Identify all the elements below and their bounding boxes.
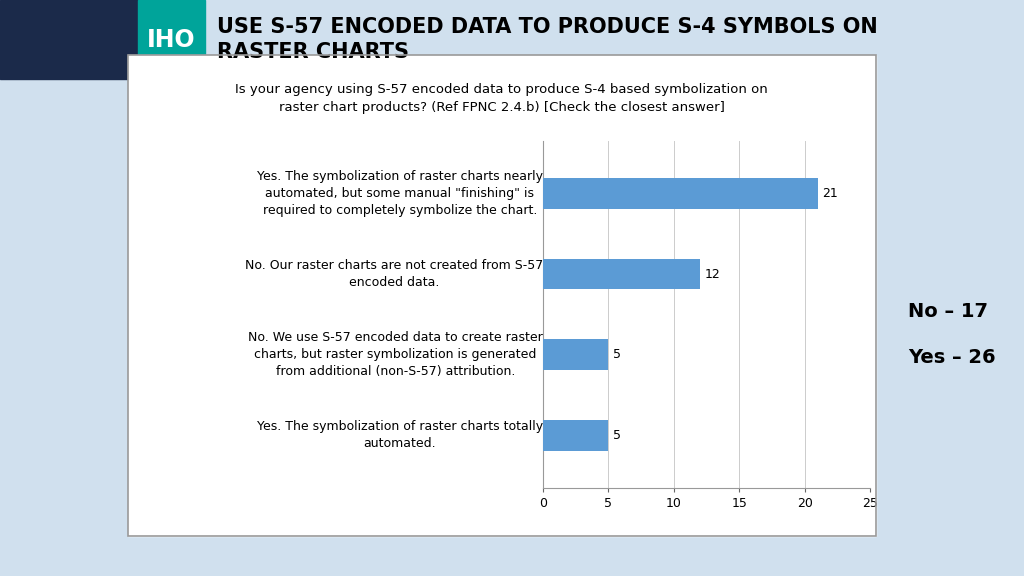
Text: Yes. The symbolization of raster charts totally
automated.: Yes. The symbolization of raster charts … <box>257 420 543 450</box>
Bar <box>543 179 818 209</box>
Text: No – 17: No – 17 <box>907 302 988 320</box>
Bar <box>543 339 608 370</box>
Text: Yes – 26: Yes – 26 <box>907 348 995 366</box>
Text: 5: 5 <box>613 348 621 361</box>
Bar <box>543 259 700 290</box>
Text: 5: 5 <box>613 429 621 442</box>
Text: IHO: IHO <box>147 28 196 52</box>
Text: 21: 21 <box>822 187 839 200</box>
Text: No. We use S-57 encoded data to create raster
charts, but raster symbolization i: No. We use S-57 encoded data to create r… <box>248 331 543 378</box>
Text: Is your agency using S-57 encoded data to produce S-4 based symbolization on
ras: Is your agency using S-57 encoded data t… <box>236 82 768 113</box>
Text: 12: 12 <box>705 268 721 281</box>
Text: Yes. The symbolization of raster charts nearly
automated, but some manual "finis: Yes. The symbolization of raster charts … <box>257 170 543 217</box>
Text: No. Our raster charts are not created from S-57
encoded data.: No. Our raster charts are not created fr… <box>245 259 543 289</box>
Bar <box>543 420 608 450</box>
Text: USE S-57 ENCODED DATA TO PRODUCE S-4 SYMBOLS ON
RASTER CHARTS: USE S-57 ENCODED DATA TO PRODUCE S-4 SYM… <box>217 17 878 62</box>
